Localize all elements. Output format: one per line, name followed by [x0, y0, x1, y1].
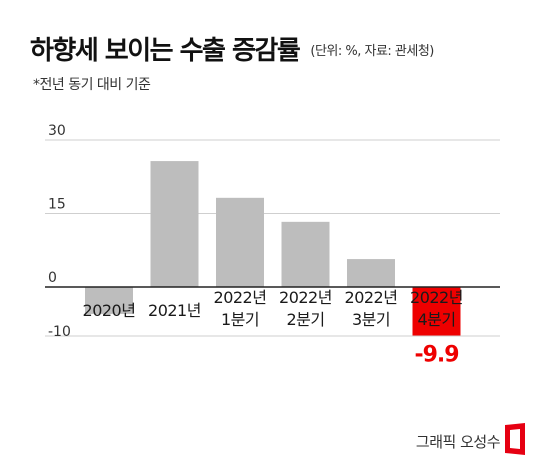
x-category-label: 2021년 [148, 301, 201, 320]
y-tick-label: 30 [48, 123, 66, 139]
x-category-label: 2022년 [410, 288, 463, 307]
x-category-label: 2022년 [279, 288, 332, 307]
baseline-note: *전년 동기 대비 기준 [33, 77, 151, 93]
brand-logo-icon [505, 423, 525, 455]
x-category-label: 4분기 [417, 310, 455, 329]
x-category-label: 2분기 [286, 310, 324, 329]
data-label: -9.9 [414, 343, 458, 368]
bar [216, 197, 264, 287]
chart-title: 하향세 보이는 수출 증감률 [30, 36, 301, 66]
bar-highlight [412, 287, 461, 336]
x-category-label: 2022년 [345, 288, 398, 307]
bar [150, 161, 199, 287]
y-tick-label: 0 [48, 270, 57, 286]
y-tick-label: 15 [48, 197, 66, 213]
bar [85, 287, 133, 314]
x-category-label: 3분기 [352, 310, 390, 329]
chart-header: 하향세 보이는 수출 증감률 (단위: %, 자료: 관세청) [30, 30, 530, 67]
x-category-label: 1분기 [221, 310, 259, 329]
unit-source-note: (단위: %, 자료: 관세청) [310, 44, 434, 59]
y-tick-label: -10 [48, 324, 71, 340]
x-category-label: 2022년 [214, 288, 267, 307]
graphic-credit: 그래픽 오성수 [415, 433, 501, 451]
bar [281, 221, 330, 287]
x-category-label: 2020년 [83, 301, 136, 320]
bar [347, 259, 395, 287]
